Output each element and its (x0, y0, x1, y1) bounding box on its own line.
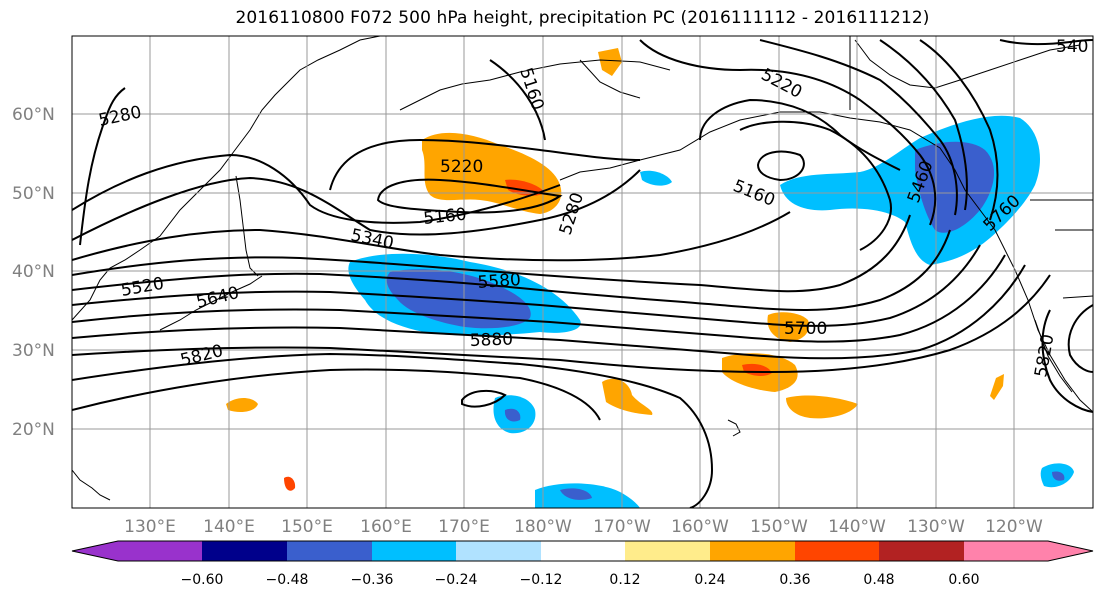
contour-label: 5160 (422, 205, 467, 229)
contour-label: 5880 (469, 329, 513, 350)
map-title: 2016110800 F072 500 hPa height, precipit… (235, 8, 930, 28)
lon-label: 170°W (593, 517, 651, 537)
colorbar-segment (795, 541, 879, 561)
colorbar-tick-label: 0.60 (948, 572, 979, 588)
colorbar-segment (710, 541, 795, 561)
colorbar-tick-label: 0.48 (863, 572, 894, 588)
colorbar-tick-label: −0.24 (435, 572, 478, 588)
coastlines (72, 36, 1093, 501)
contour-label: 5220 (440, 157, 483, 177)
lat-label: 50°N (12, 184, 55, 204)
colorbar-segment (456, 541, 541, 561)
lon-label: 130°E (124, 517, 176, 537)
lon-label: 140°W (828, 517, 886, 537)
colorbar-segment (202, 541, 287, 561)
lon-label: 130°W (907, 517, 965, 537)
colorbar-tick-label: 0.24 (694, 572, 725, 588)
colorbar-tick-label: 0.36 (779, 572, 810, 588)
contour-label: 540 (1056, 37, 1088, 57)
lon-label: 170°E (438, 517, 490, 537)
height-contours (72, 39, 1093, 508)
colorbar-outline (71, 540, 1094, 562)
longitude-labels: 130°E 140°E 150°E 160°E 170°E 180°W 170°… (124, 517, 1043, 537)
latitude-labels: 60°N 50°N 40°N 30°N 20°N (12, 105, 55, 440)
colorbar-tick-label: −0.12 (520, 572, 563, 588)
colorbar-segment (372, 541, 456, 561)
map-panel: 5280 5160 5220 5220 5160 5160 5280 5340 … (71, 35, 1094, 509)
colorbar-segment (879, 541, 964, 561)
colorbar-segment (541, 541, 625, 561)
lon-label: 180°W (514, 517, 572, 537)
colorbar-segment (964, 541, 1093, 561)
lat-label: 60°N (12, 105, 55, 125)
contour-label: 5580 (477, 270, 522, 293)
contour-label: 5700 (784, 319, 827, 339)
graticule (72, 36, 1093, 508)
colorbar-segment (72, 541, 202, 561)
lon-label: 150°W (750, 517, 808, 537)
lon-label: 140°E (203, 517, 255, 537)
lon-label: 150°E (281, 517, 333, 537)
colorbar-segment (625, 541, 710, 561)
lon-label: 120°W (985, 517, 1043, 537)
colorbar-tick-label: −0.48 (266, 572, 309, 588)
map-background (72, 36, 1093, 508)
lon-label: 160°W (671, 517, 729, 537)
colorbar-tick-label: 0.12 (609, 572, 640, 588)
lon-label: 160°E (360, 517, 412, 537)
lat-label: 40°N (12, 262, 55, 282)
colorbar-tick-label: −0.60 (181, 572, 224, 588)
colorbar-segment (287, 541, 372, 561)
map-frame (71, 35, 1094, 509)
lat-label: 20°N (12, 420, 55, 440)
colorbar-tick-label: −0.36 (351, 572, 394, 588)
lat-label: 30°N (12, 341, 55, 361)
colorbar: −0.60 −0.48 −0.36 −0.24 −0.12 0.12 0.24 … (71, 540, 1094, 588)
